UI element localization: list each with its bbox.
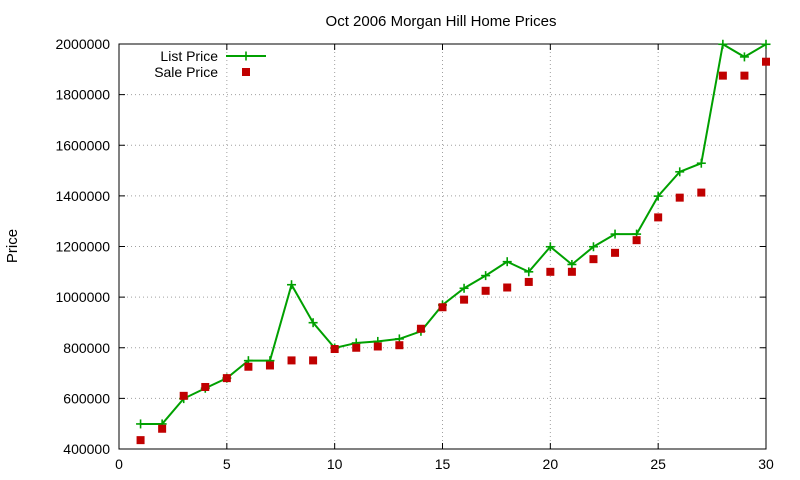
data-point — [502, 257, 512, 267]
data-point — [460, 295, 469, 304]
data-point — [588, 242, 598, 252]
y-tick-label: 1800000 — [55, 87, 110, 103]
chart-title: Oct 2006 Morgan Hill Home Prices — [326, 13, 557, 30]
data-point — [567, 259, 577, 269]
data-point — [697, 188, 706, 197]
data-point — [481, 286, 490, 295]
data-point — [611, 248, 620, 257]
data-point — [308, 318, 318, 328]
series-line — [140, 42, 767, 425]
y-tick-label: 1400000 — [55, 188, 110, 204]
data-point — [524, 267, 534, 277]
series-1 — [136, 57, 770, 445]
y-tick-label: 1200000 — [55, 239, 110, 255]
legend-item: List Price — [160, 48, 266, 64]
x-tick-label: 30 — [758, 456, 774, 472]
data-point — [762, 57, 770, 66]
data-point — [201, 382, 210, 391]
data-point — [718, 39, 728, 49]
x-tick-label: 0 — [115, 456, 123, 472]
data-point — [675, 193, 684, 202]
data-point — [179, 391, 188, 400]
data-point — [459, 283, 469, 293]
data-point — [718, 71, 727, 80]
data-point — [739, 52, 749, 62]
axes: 0 5 10 15 20 25 30 400000 600000 800000 1000000 120… — [55, 36, 774, 472]
x-tick-label: 25 — [650, 456, 666, 472]
data-point — [352, 343, 361, 352]
data-point — [567, 267, 576, 276]
legend-item: Sale Price — [154, 64, 250, 80]
data-point — [244, 362, 253, 371]
data-point — [632, 236, 641, 245]
data-point — [481, 271, 491, 281]
x-tick-label: 15 — [435, 456, 451, 472]
data-point — [222, 374, 231, 383]
x-tick-label: 10 — [327, 456, 343, 472]
y-tick-label: 1600000 — [55, 137, 110, 153]
legend-label: Sale Price — [154, 64, 218, 80]
data-point — [589, 255, 598, 264]
data-point — [610, 229, 620, 239]
data-point — [136, 436, 145, 445]
y-tick-label: 800000 — [63, 340, 110, 356]
data-point — [675, 167, 685, 177]
data-point — [546, 267, 555, 276]
plot-border — [118, 43, 767, 450]
data-point — [136, 419, 146, 429]
grid — [119, 44, 766, 449]
data-point — [740, 71, 749, 80]
y-tick-label: 600000 — [63, 390, 110, 406]
data-point — [696, 158, 706, 168]
legend-label: List Price — [160, 48, 218, 64]
y-tick-label: 1000000 — [55, 289, 110, 305]
data-point — [438, 303, 447, 312]
data-point — [653, 191, 663, 201]
series-0 — [136, 39, 771, 429]
x-tick-label: 5 — [223, 456, 231, 472]
y-tick-label: 2000000 — [55, 36, 110, 52]
data-point — [265, 361, 274, 370]
data-point — [545, 242, 555, 252]
y-axis-label: Price — [4, 229, 21, 263]
y-tick-label: 400000 — [63, 441, 110, 457]
data-point — [373, 342, 382, 351]
data-point — [330, 345, 339, 354]
data-point — [287, 280, 297, 290]
data-point — [654, 213, 663, 222]
data-point — [761, 39, 771, 49]
data-point — [158, 424, 167, 433]
data-point — [309, 356, 318, 365]
data-point — [524, 277, 533, 286]
x-tick-label: 20 — [543, 456, 559, 472]
data-point — [503, 283, 512, 292]
legend-swatch-marker — [241, 51, 251, 61]
series-layer — [136, 39, 771, 445]
data-point — [395, 341, 404, 350]
data-point — [416, 324, 425, 333]
legend-swatch-marker — [242, 68, 250, 76]
data-point — [287, 356, 296, 365]
